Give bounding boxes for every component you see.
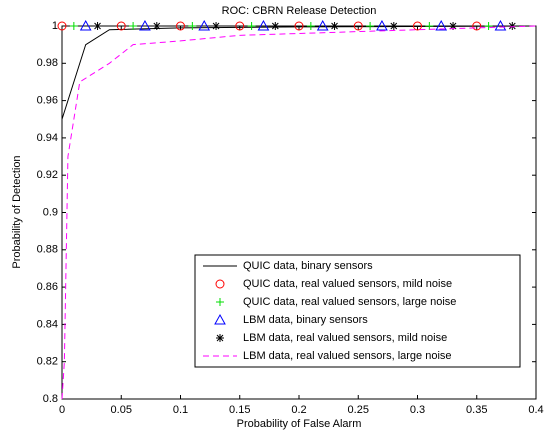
x-tick-label: 0.2: [291, 404, 306, 416]
y-tick-label: 0.9: [43, 206, 58, 218]
legend-label: LBM data, real valued sensors, large noi…: [243, 350, 452, 362]
marker: [472, 21, 482, 31]
x-tick-label: 0.35: [466, 404, 487, 416]
marker: [294, 21, 304, 31]
legend-box: [194, 254, 521, 368]
marker: [376, 19, 388, 31]
marker: [484, 22, 493, 30]
marker: [257, 19, 270, 31]
y-tick-label: 0.88: [37, 244, 58, 256]
y-tick-label: 1: [52, 20, 58, 32]
legend-label: QUIC data, real valued sensors, large no…: [243, 296, 456, 308]
marker: [176, 21, 185, 31]
marker: [271, 22, 280, 30]
marker: [212, 22, 221, 30]
y-tick-label: 0.86: [37, 281, 58, 293]
marker: [247, 22, 256, 30]
marker: [188, 22, 197, 30]
marker: [316, 19, 329, 31]
plot-frame: [61, 25, 537, 400]
x-tick-label: 0.15: [229, 404, 250, 416]
x-axis-label: Probability of False Alarm: [237, 418, 362, 430]
marker: [306, 22, 315, 30]
marker: [508, 22, 517, 30]
marker: [330, 22, 339, 30]
marker: [198, 19, 211, 31]
marker: [425, 22, 434, 30]
legend: QUIC data, binary sensors QUIC data, real…: [194, 254, 521, 368]
y-tick-label: 0.96: [37, 95, 58, 107]
legend-label: QUIC data, binary sensors: [243, 260, 373, 272]
marker: [216, 298, 224, 306]
marker: [214, 313, 226, 325]
y-tick-label: 0.8: [43, 393, 58, 405]
legend-label: LBM data, binary sensors: [243, 314, 368, 326]
y-axis-label: Probability of Detection: [11, 155, 23, 268]
x-tick-label: 0.05: [111, 404, 132, 416]
y-tick-label: 0.84: [37, 318, 58, 330]
y-tick-label: 0.82: [37, 356, 58, 368]
x-tick-label: 0.3: [410, 404, 425, 416]
marker: [139, 19, 151, 31]
marker: [435, 19, 448, 31]
marker: [116, 21, 126, 31]
y-tick-label: 0.94: [37, 132, 58, 144]
series-line: [61, 25, 537, 120]
y-tick-label: 0.98: [37, 57, 58, 69]
marker: [389, 22, 398, 30]
legend-label: LBM data, real valued sensors, mild nois…: [243, 332, 447, 344]
marker: [353, 21, 363, 31]
marker: [69, 22, 78, 30]
marker: [129, 22, 138, 30]
marker: [235, 21, 245, 31]
marker: [413, 21, 422, 31]
marker: [449, 22, 458, 30]
marker: [494, 19, 507, 31]
chart-title: ROC: CBRN Release Detection: [222, 5, 377, 17]
marker: [152, 22, 161, 30]
series-line: [61, 25, 537, 400]
marker: [79, 19, 92, 31]
marker: [366, 22, 375, 30]
marker: [216, 334, 224, 342]
x-tick-label: 0.25: [348, 404, 369, 416]
legend-label: QUIC data, real valued sensors, mild noi…: [243, 278, 452, 290]
x-tick-label: 0: [59, 404, 65, 416]
x-tick-label: 0.1: [173, 404, 188, 416]
marker: [215, 279, 225, 289]
x-tick-label: 0.4: [528, 404, 543, 416]
marker: [57, 21, 67, 31]
y-tick-label: 0.92: [37, 169, 58, 181]
marker: [93, 22, 102, 30]
